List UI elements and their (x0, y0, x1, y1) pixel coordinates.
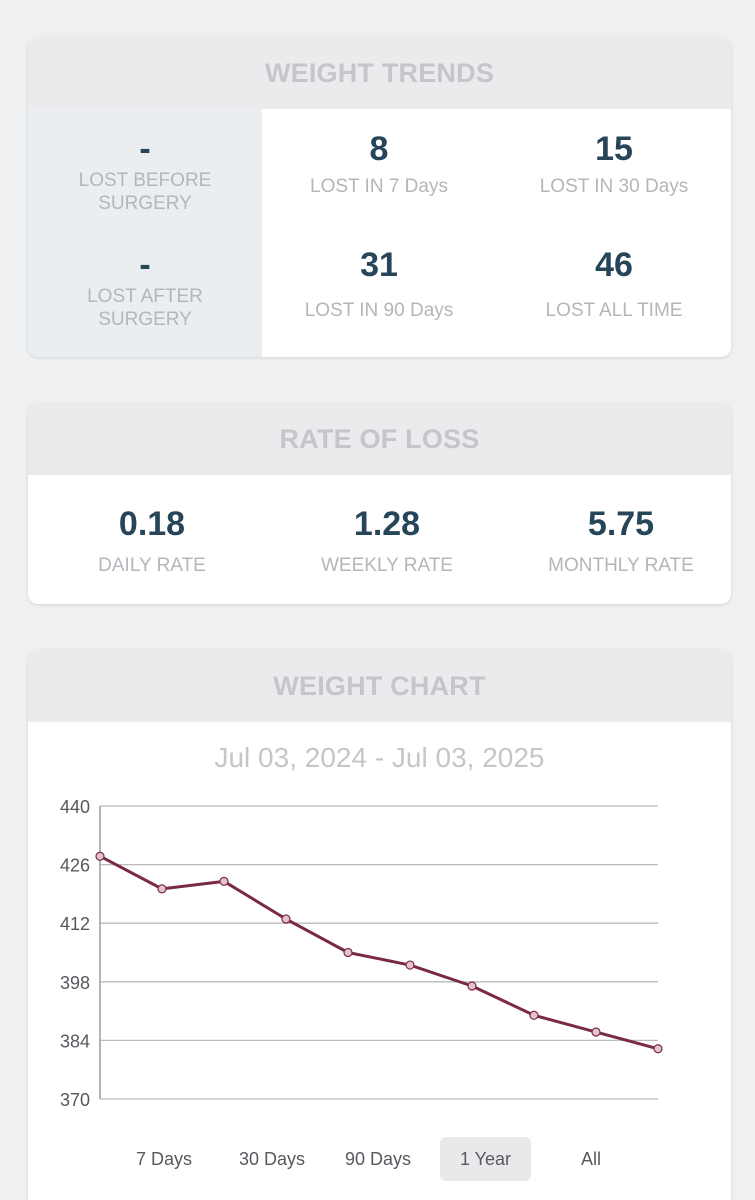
y-tick-label: 412 (60, 914, 90, 934)
daily-rate-value: 0.18 (118, 505, 186, 543)
lost-30-days-value: 15 (595, 130, 633, 168)
weight-data-point (591, 1027, 601, 1037)
lost-before-surgery-stat: - LOST BEFORE SURGERY (28, 129, 262, 215)
weekly-rate-value: 1.28 (353, 505, 421, 543)
lost-90-days-stat: 31 LOST IN 90 Days (262, 245, 496, 322)
tab-30-days[interactable]: 30 Days (238, 1148, 306, 1169)
y-tick-label: 384 (60, 1031, 90, 1051)
y-tick-label: 440 (60, 797, 90, 817)
monthly-rate-label: MONTHLY RATE (548, 555, 694, 576)
monthly-rate-stat: 5.75 MONTHLY RATE (498, 504, 731, 577)
weight-data-point (343, 947, 353, 958)
weight-data-point (157, 884, 167, 894)
surgery-column (28, 109, 262, 357)
daily-rate-label: DAILY RATE (98, 555, 206, 576)
weekly-rate-stat: 1.28 WEEKLY RATE (262, 504, 512, 577)
lost-30-days-label: LOST IN 30 Days (539, 176, 689, 197)
weight-chart-card: WEIGHT CHART Jul 03, 2024 - Jul 03, 2025… (28, 650, 731, 1200)
weight-data-point (467, 981, 477, 991)
lost-after-surgery-stat: - LOST AFTER SURGERY (28, 245, 262, 331)
weekly-rate-label: WEEKLY RATE (321, 555, 453, 576)
chart-date-range: Jul 03, 2024 - Jul 03, 2025 (214, 742, 545, 773)
lost-30-days-stat: 15 LOST IN 30 Days (497, 129, 731, 198)
lost-all-time-value: 46 (595, 246, 633, 284)
lost-90-days-value: 31 (360, 246, 398, 284)
weight-trends-body: - LOST BEFORE SURGERY - LOST AFTER SURGE… (28, 109, 731, 357)
monthly-rate-value: 5.75 (587, 505, 655, 543)
y-tick-label: 370 (60, 1090, 90, 1110)
rate-of-loss-card: RATE OF LOSS 0.18 DAILY RATE 1.28 WEEKLY… (28, 403, 731, 604)
weight-series-line (99, 854, 659, 1051)
y-tick-label: 398 (60, 973, 90, 993)
tab-7-days[interactable]: 7 Days (135, 1148, 193, 1169)
weight-data-point (653, 1044, 663, 1054)
lost-before-surgery-label-line1: LOST BEFORE (78, 170, 212, 191)
weight-trends-title: WEIGHT TRENDS (28, 37, 731, 109)
weight-line-chart: 440 426 412 398 384 370 (60, 797, 663, 1110)
y-tick-label: 426 (60, 856, 90, 876)
lost-all-time-stat: 46 LOST ALL TIME (497, 245, 731, 322)
lost-after-surgery-value: - (139, 246, 151, 284)
daily-rate-stat: 0.18 DAILY RATE (28, 504, 276, 577)
lost-7-days-stat: 8 LOST IN 7 Days (262, 129, 496, 198)
lost-7-days-label: LOST IN 7 Days (310, 176, 448, 197)
lost-7-days-value: 8 (369, 130, 389, 168)
weight-data-point (95, 851, 105, 861)
lost-before-surgery-value: - (139, 130, 151, 168)
weight-data-point (219, 876, 229, 886)
tab-1-year[interactable]: 1 Year (440, 1137, 531, 1181)
lost-after-surgery-label-line1: LOST AFTER (87, 286, 203, 307)
weight-chart-title: WEIGHT CHART (28, 650, 731, 722)
tab-all[interactable]: All (580, 1148, 601, 1169)
lost-90-days-label: LOST IN 90 Days (304, 300, 454, 321)
weight-trends-card: WEIGHT TRENDS - LOST BEFORE SURGERY - LO… (28, 37, 731, 357)
weight-data-point (281, 914, 291, 924)
weight-data-point (405, 960, 415, 970)
lost-after-surgery-label-line2: SURGERY (98, 309, 192, 330)
tab-90-days[interactable]: 90 Days (344, 1148, 412, 1169)
weight-data-point (529, 1010, 539, 1020)
lost-all-time-label: LOST ALL TIME (545, 300, 683, 321)
range-tab-bar: 7 Days 30 Days 90 Days 1 Year All (28, 1137, 731, 1181)
rate-of-loss-title: RATE OF LOSS (28, 403, 731, 475)
lost-before-surgery-label-line2: SURGERY (98, 193, 192, 214)
